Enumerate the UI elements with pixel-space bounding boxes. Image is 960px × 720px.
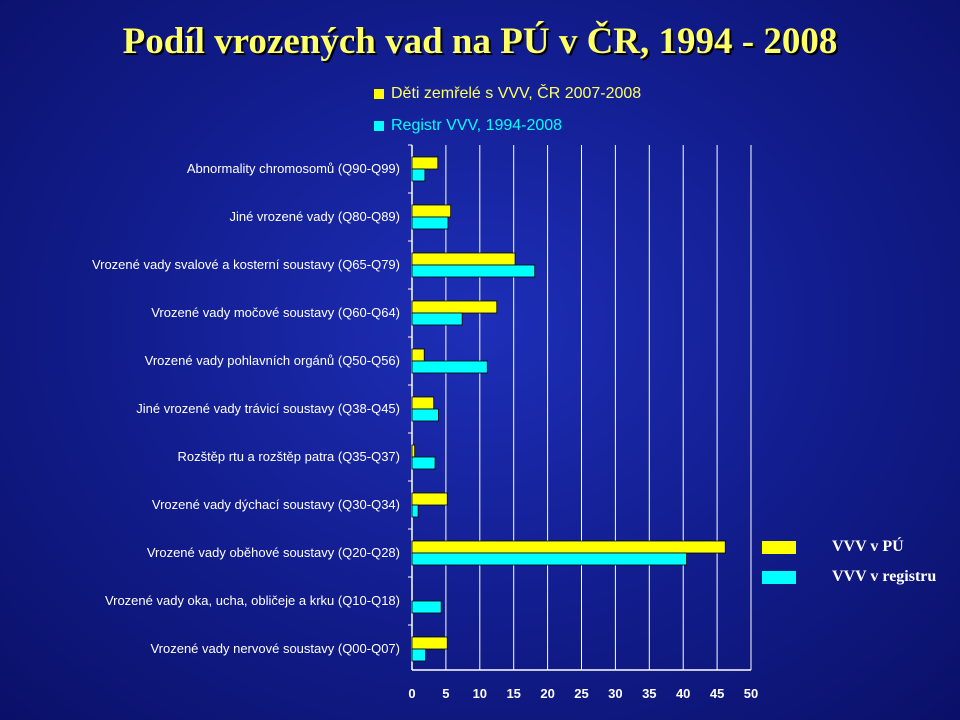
bar-vvv-pu — [411, 492, 448, 506]
bar-vvv-registr — [411, 168, 426, 182]
x-tick-label: 30 — [608, 686, 622, 701]
x-tick-label: 15 — [506, 686, 520, 701]
x-tick-label: 45 — [710, 686, 724, 701]
x-tick-label: 25 — [574, 686, 588, 701]
series-legend: VVV v PÚ VVV v registru — [762, 532, 936, 592]
top-legend: Děti zemřelé s VVV, ČR 2007-2008 Registr… — [374, 78, 641, 142]
bar-vvv-pu — [411, 204, 452, 218]
category-label: Vrozené vady dýchací soustavy (Q30-Q34) — [152, 497, 400, 512]
bar-vvv-registr — [411, 216, 449, 230]
x-tick-label: 0 — [408, 686, 415, 701]
bar-vvv-pu — [411, 252, 516, 266]
legend-swatch-vvv-pu — [762, 540, 796, 554]
legend-swatch-vvv-registr — [762, 570, 796, 584]
category-label: Abnormality chromosomů (Q90-Q99) — [187, 161, 400, 176]
category-label: Jiné vrozené vady trávicí soustavy (Q38-… — [136, 401, 400, 416]
bar-vvv-pu — [411, 348, 425, 362]
category-label: Vrozené vady oběhové soustavy (Q20-Q28) — [147, 545, 400, 560]
category-label: Vrozené vady svalové a kosterní soustavy… — [92, 257, 400, 272]
bar-vvv-registr — [411, 360, 488, 374]
legend-item-vvv-registr: VVV v registru — [762, 562, 936, 592]
chart-title: Podíl vrozených vad na PÚ v ČR, 1994 - 2… — [122, 21, 838, 62]
legend-label-vvv-pu: VVV v PÚ — [832, 538, 904, 555]
category-label: Vrozené vady močové soustavy (Q60-Q64) — [151, 305, 400, 320]
legend-item-vvv-pu: VVV v PÚ — [762, 532, 936, 562]
x-tick-label: 50 — [744, 686, 758, 701]
bar-vvv-pu — [411, 156, 439, 170]
bar-vvv-pu — [411, 636, 448, 650]
bar-vvv-registr — [411, 456, 436, 470]
x-tick-label: 5 — [442, 686, 449, 701]
bar-vvv-registr — [411, 600, 442, 614]
category-label: Rozštěp rtu a rozštěp patra (Q35-Q37) — [177, 449, 400, 464]
bar-vvv-registr — [411, 312, 463, 326]
x-tick-label: 35 — [642, 686, 656, 701]
top-legend-swatch-yellow — [374, 89, 384, 99]
top-legend-label-deti: Děti zemřelé s VVV, ČR 2007-2008 — [391, 85, 642, 102]
top-legend-item-deti: Děti zemřelé s VVV, ČR 2007-2008 — [374, 78, 641, 110]
bar-vvv-pu — [411, 300, 498, 314]
bar-vvv-pu — [411, 540, 726, 554]
bar-vvv-pu — [411, 396, 435, 410]
x-tick-label: 20 — [540, 686, 554, 701]
legend-label-vvv-registr: VVV v registru — [832, 568, 937, 585]
x-tick-label: 40 — [676, 686, 690, 701]
category-label: Vrozené vady nervové soustavy (Q00-Q07) — [150, 641, 400, 656]
x-tick-label: 10 — [473, 686, 487, 701]
top-legend-item-registr: Registr VVV, 1994-2008 — [374, 110, 641, 142]
top-legend-swatch-cyan — [374, 121, 384, 131]
bar-vvv-registr — [411, 648, 426, 662]
bar-vvv-registr — [411, 504, 419, 518]
bar-vvv-pu — [411, 444, 416, 458]
bar-vvv-registr — [411, 408, 439, 422]
top-legend-label-registr: Registr VVV, 1994-2008 — [391, 117, 563, 134]
category-label: Jiné vrozené vady (Q80-Q89) — [229, 209, 400, 224]
bar-vvv-registr — [411, 264, 536, 278]
category-label: Vrozené vady oka, ucha, obličeje a krku … — [105, 593, 400, 608]
bar-vvv-registr — [411, 552, 687, 566]
category-label: Vrozené vady pohlavních orgánů (Q50-Q56) — [145, 353, 400, 368]
